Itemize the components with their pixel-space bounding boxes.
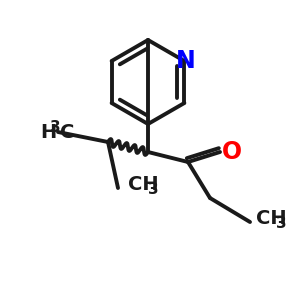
- Text: CH: CH: [256, 208, 286, 227]
- Text: N: N: [176, 49, 195, 73]
- Text: CH: CH: [128, 176, 159, 194]
- Text: H: H: [40, 122, 56, 142]
- Text: 3: 3: [50, 119, 61, 134]
- Text: 3: 3: [148, 182, 159, 197]
- Text: C: C: [60, 122, 74, 142]
- Text: O: O: [222, 140, 242, 164]
- Text: 3: 3: [276, 215, 286, 230]
